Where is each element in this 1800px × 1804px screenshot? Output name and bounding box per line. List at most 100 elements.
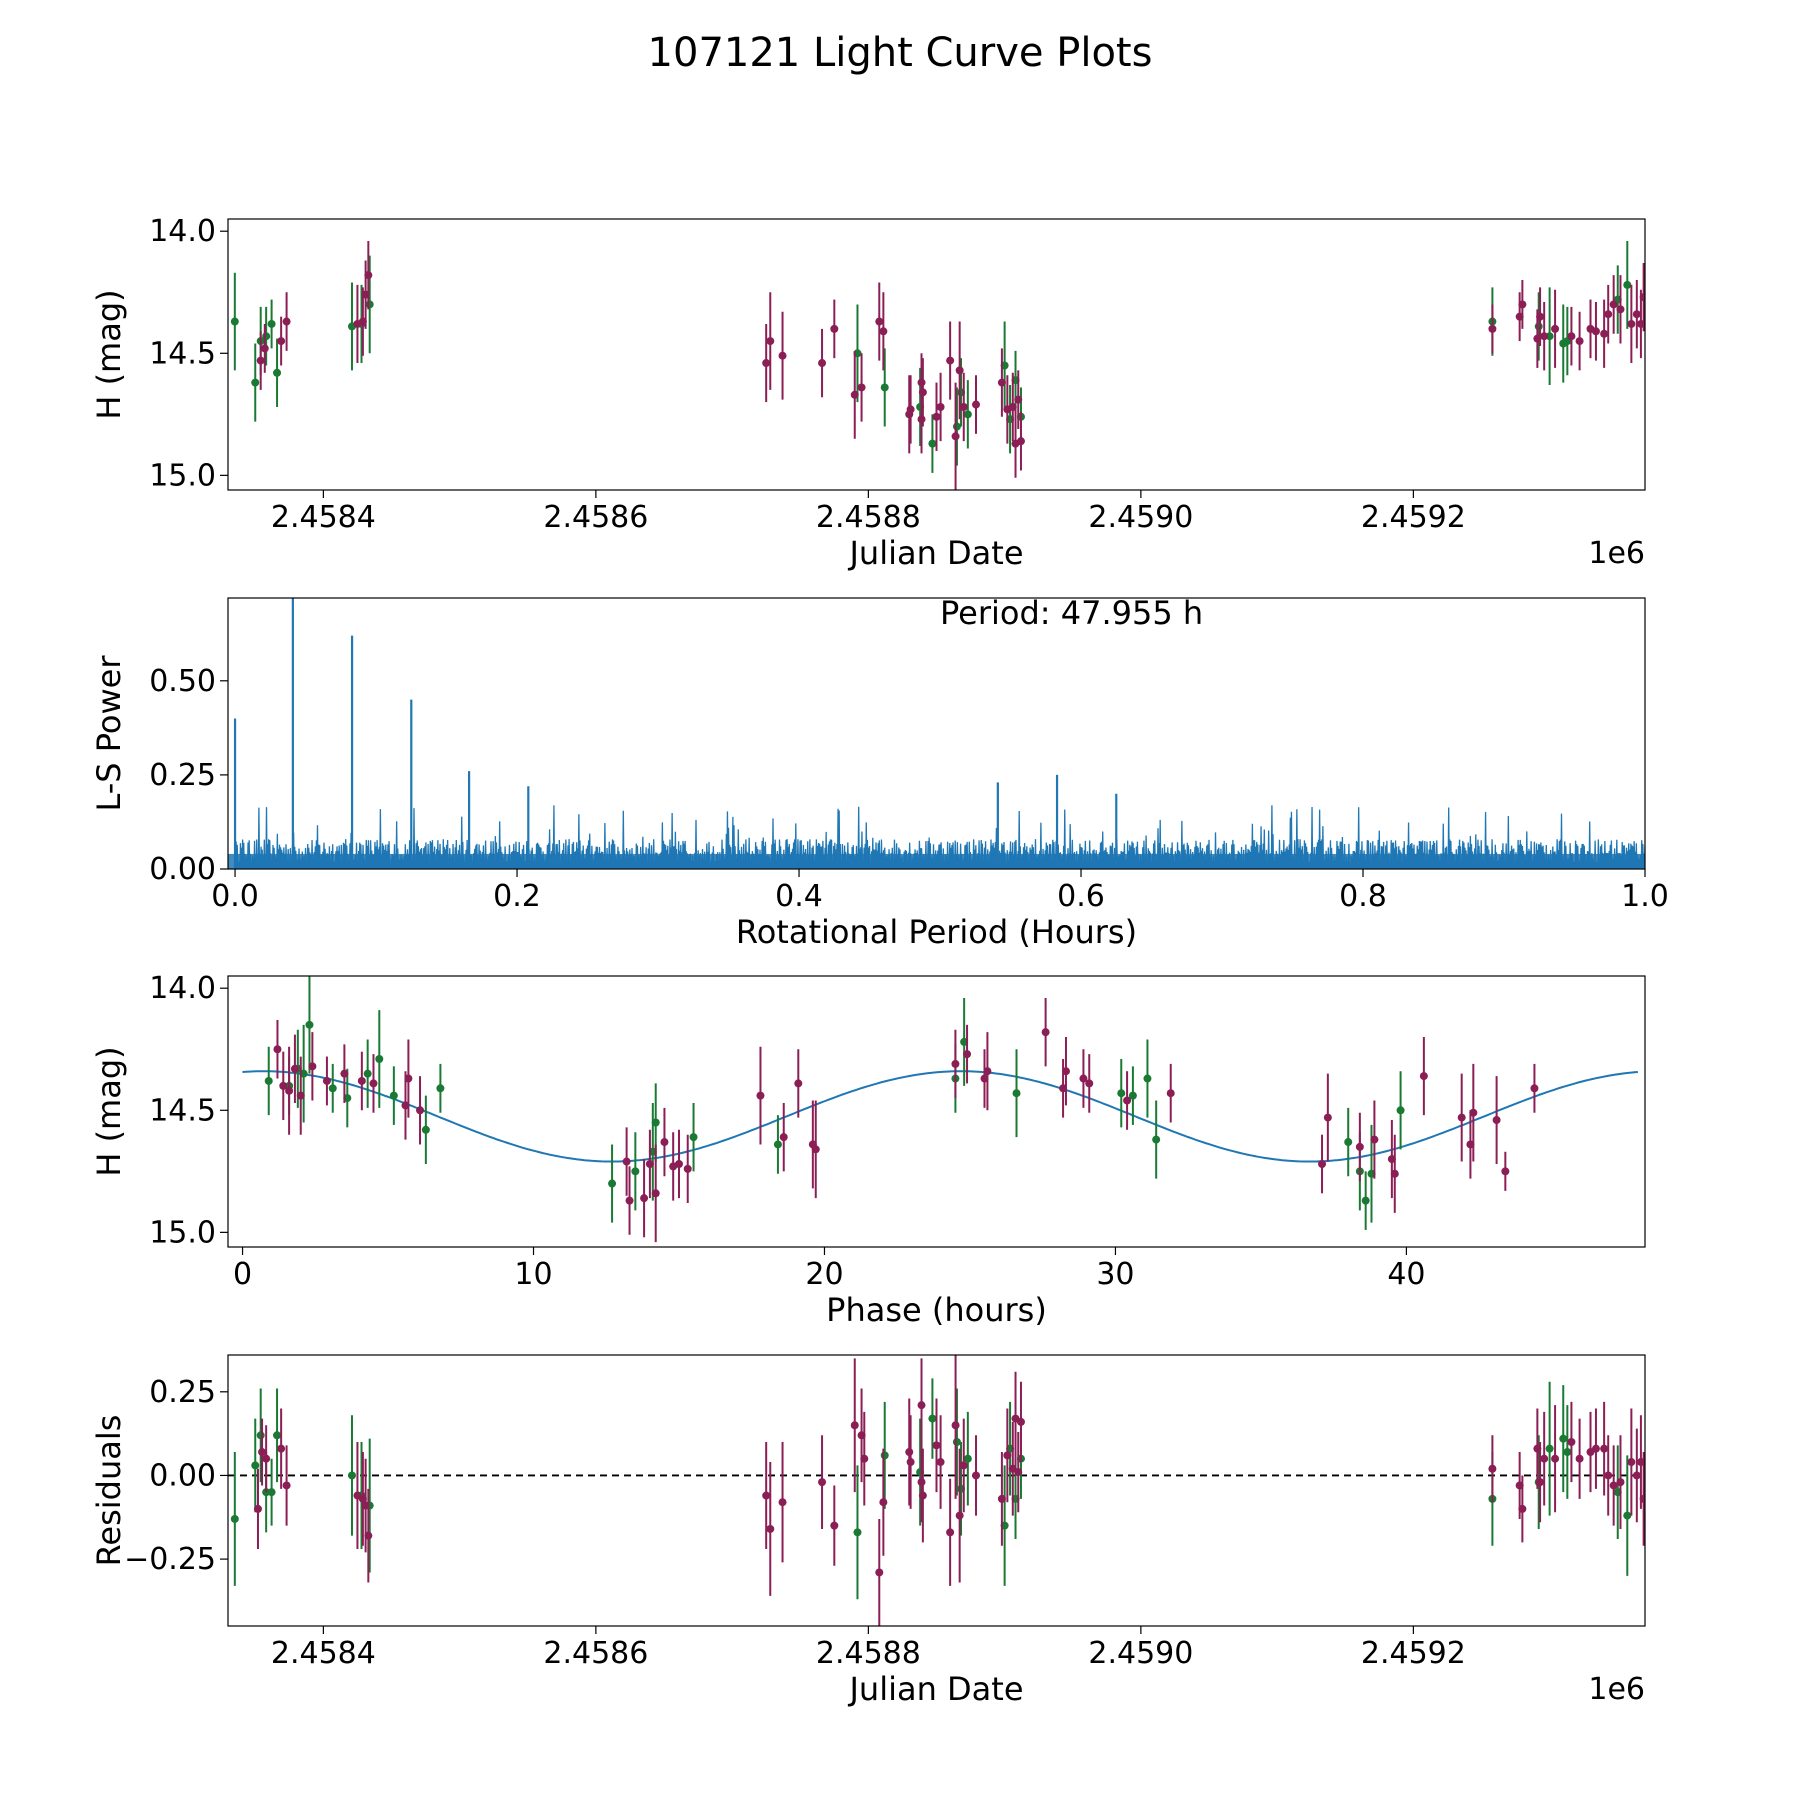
- data-point: [258, 1448, 267, 1457]
- data-point: [918, 388, 927, 397]
- data-point: [1540, 1454, 1549, 1463]
- y-axis-label: L-S Power: [90, 655, 128, 812]
- data-point: [905, 1448, 914, 1457]
- plot-area: [242, 976, 1638, 1243]
- data-point: [997, 378, 1006, 387]
- data-point: [917, 1478, 926, 1487]
- data-point: [1567, 1437, 1576, 1446]
- data-point: [963, 1454, 972, 1463]
- x-tick-label: 2.4592: [1361, 500, 1466, 535]
- data-point: [1128, 1091, 1137, 1100]
- data-point: [1575, 1454, 1584, 1463]
- data-point: [1003, 1451, 1012, 1460]
- data-point: [1419, 1072, 1428, 1081]
- data-point: [1655, 308, 1663, 316]
- data-point: [1600, 1444, 1609, 1453]
- data-point: [918, 1491, 927, 1500]
- x-tick-label: 0: [233, 1257, 252, 1292]
- data-point: [1648, 1458, 1656, 1466]
- data-point: [273, 368, 282, 377]
- data-point: [230, 317, 239, 326]
- x-tick-label: 2.4592: [1361, 1636, 1466, 1671]
- data-point: [762, 359, 771, 368]
- data-point: [1575, 337, 1584, 346]
- y-tick-label: 0.25: [149, 758, 216, 793]
- axes-frame: [227, 597, 1646, 870]
- data-point: [818, 1478, 827, 1487]
- data-point: [1672, 313, 1680, 321]
- data-point: [875, 1568, 884, 1577]
- data-point: [1666, 1532, 1674, 1540]
- data-point: [674, 1159, 683, 1168]
- data-point: [1457, 1113, 1466, 1122]
- data-point: [369, 1079, 378, 1088]
- data-point: [660, 1138, 669, 1147]
- data-point: [251, 378, 260, 387]
- data-point: [1632, 1471, 1641, 1480]
- data-point: [1623, 280, 1632, 289]
- data-point: [766, 1524, 775, 1533]
- data-point: [416, 1106, 425, 1115]
- data-point: [928, 1414, 937, 1423]
- data-point: [365, 300, 374, 309]
- data-point: [251, 1461, 260, 1470]
- data-point: [622, 1157, 631, 1166]
- data-point: [267, 1488, 276, 1497]
- x-offset-label: 1e6: [1588, 536, 1645, 571]
- data-point: [955, 1511, 964, 1520]
- data-point: [436, 1084, 445, 1093]
- data-point: [906, 1458, 915, 1467]
- data-point: [959, 1461, 968, 1470]
- data-point: [230, 1514, 239, 1523]
- data-point: [1123, 1096, 1132, 1105]
- y-tick-label: 14.0: [149, 214, 216, 249]
- data-point: [273, 1431, 282, 1440]
- data-point: [640, 1194, 649, 1203]
- data-point: [1492, 1116, 1501, 1125]
- data-point: [1396, 1106, 1405, 1115]
- data-point: [1117, 1089, 1126, 1098]
- data-point: [983, 1067, 992, 1076]
- panel-residuals: 2.4584 2.4586 2.4588 2.4590 2.4592 −0.25 0.00 0…: [90, 1354, 1674, 1708]
- data-point: [608, 1179, 617, 1188]
- x-tick-label: 10: [514, 1257, 552, 1292]
- data-point: [972, 400, 981, 409]
- power-spectrum-band: [228, 853, 1645, 869]
- data-point: [1651, 313, 1659, 321]
- data-point: [997, 1494, 1006, 1503]
- x-tick-label: 2.4584: [271, 1636, 376, 1671]
- data-point: [1551, 324, 1560, 333]
- data-point: [880, 383, 889, 392]
- data-point: [631, 1167, 640, 1176]
- data-point: [1166, 1089, 1175, 1098]
- data-point: [282, 317, 291, 326]
- plot-area: [230, 240, 1680, 490]
- axes-frame: [227, 1354, 1646, 1627]
- data-point: [1016, 437, 1025, 446]
- series-green-filter: [264, 976, 1405, 1230]
- data-point: [830, 324, 839, 333]
- x-axis-label: Rotational Period (Hours): [736, 913, 1137, 951]
- data-point: [282, 1481, 291, 1490]
- y-axis-label: H (mag): [90, 289, 128, 419]
- data-point: [296, 1091, 305, 1100]
- data-point: [936, 1458, 945, 1467]
- x-tick-label: 40: [1387, 1257, 1425, 1292]
- data-point: [963, 1050, 972, 1059]
- y-tick-label: −0.25: [124, 1542, 216, 1577]
- period-annotation: Period: 47.955 h: [940, 594, 1203, 632]
- x-tick-label: 1.0: [1621, 879, 1669, 914]
- data-point: [1061, 1067, 1070, 1076]
- data-point: [1152, 1135, 1161, 1144]
- data-point: [364, 271, 373, 280]
- data-point: [951, 432, 960, 441]
- data-point: [375, 1055, 384, 1064]
- x-tick-label: 0.6: [1057, 879, 1105, 914]
- data-point: [1639, 293, 1645, 302]
- data-point: [1143, 1074, 1152, 1083]
- data-point: [256, 356, 265, 365]
- series-maroon-filter: [273, 997, 1539, 1243]
- data-point: [363, 1069, 372, 1078]
- data-point: [1518, 1504, 1527, 1513]
